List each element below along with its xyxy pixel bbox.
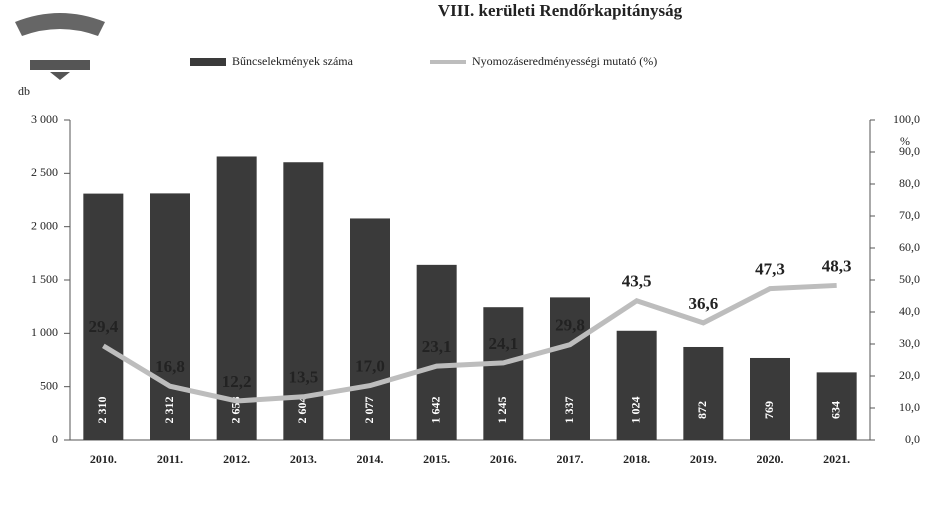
legend-label: Bűncselekmények száma [232, 54, 354, 68]
y2-tick-label: 50,0 [899, 272, 920, 286]
y2-tick-label: 100,0 [893, 112, 920, 126]
line-value-label: 23,1 [422, 337, 452, 356]
y2-tick-label: 70,0 [899, 208, 920, 222]
line-value-label: 48,3 [822, 256, 852, 275]
y-tick-label: 2 000 [31, 218, 58, 232]
bar-value-label: 2 312 [162, 397, 176, 424]
bar-value-label: 1 642 [428, 397, 442, 424]
x-tick-label: 2016. [490, 452, 517, 466]
bar-value-label: 2 310 [95, 397, 109, 424]
logo-arrow [50, 72, 70, 80]
line-value-label: 43,5 [622, 272, 652, 291]
legend-swatch [190, 58, 226, 66]
y2-tick-label: 0,0 [905, 432, 920, 446]
chart-title: VIII. kerületi Rendőrkapitányság [438, 1, 683, 20]
line-value-label: 36,6 [688, 294, 718, 313]
x-tick-label: 2010. [90, 452, 117, 466]
line-value-label: 29,4 [88, 317, 118, 336]
bar [750, 358, 790, 440]
line-value-label: 13,5 [288, 368, 318, 387]
line-value-label: 12,2 [222, 372, 252, 391]
x-tick-label: 2012. [223, 452, 250, 466]
bar-value-label: 634 [828, 401, 842, 419]
logo-bar [30, 60, 90, 70]
bar-value-label: 2 077 [362, 397, 376, 424]
y-axis-label: db [18, 84, 30, 98]
line-value-label: 16,8 [155, 357, 185, 376]
y-tick-label: 0 [52, 432, 58, 446]
page: {"chart_data": {"type": "bar_line", "tit… [0, 0, 938, 510]
y-tick-label: 3 000 [31, 112, 58, 126]
logo-banner [15, 13, 105, 36]
y2-tick-label: 20,0 [899, 368, 920, 382]
bar-value-label: 872 [695, 401, 709, 419]
y2-tick-label: 40,0 [899, 304, 920, 318]
line [103, 285, 836, 401]
y-tick-label: 500 [40, 378, 58, 392]
chart: VIII. kerületi Rendőrkapitányság db % 05… [0, 0, 938, 510]
logo [15, 13, 105, 80]
line-value-label: 29,8 [555, 316, 585, 335]
bar-value-label: 2 604 [295, 397, 309, 424]
bar-value-label: 1 245 [495, 397, 509, 424]
y2-tick-label: 90,0 [899, 144, 920, 158]
y-tick-label: 1 500 [31, 272, 58, 286]
y2-tick-label: 10,0 [899, 400, 920, 414]
x-tick-label: 2020. [757, 452, 784, 466]
x-tick-label: 2019. [690, 452, 717, 466]
x-tick-label: 2014. [357, 452, 384, 466]
line-value-label: 17,0 [355, 357, 385, 376]
bar-value-label: 1 024 [628, 397, 642, 424]
line-value-label: 47,3 [755, 260, 785, 279]
bar [683, 347, 723, 440]
line-value-label: 24,1 [488, 334, 518, 353]
x-tick-label: 2017. [557, 452, 584, 466]
y2-tick-label: 60,0 [899, 240, 920, 254]
x-tick-label: 2018. [623, 452, 650, 466]
legend-label: Nyomozáseredményességi mutató (%) [472, 54, 657, 68]
x-tick-label: 2011. [157, 452, 183, 466]
y-tick-label: 2 500 [31, 165, 58, 179]
x-tick-label: 2021. [823, 452, 850, 466]
y2-tick-label: 30,0 [899, 336, 920, 350]
y2-tick-label: 80,0 [899, 176, 920, 190]
bar-value-label: 769 [762, 401, 776, 419]
x-tick-label: 2013. [290, 452, 317, 466]
x-tick-label: 2015. [423, 452, 450, 466]
bar-value-label: 1 337 [562, 397, 576, 424]
y-tick-label: 1 000 [31, 325, 58, 339]
